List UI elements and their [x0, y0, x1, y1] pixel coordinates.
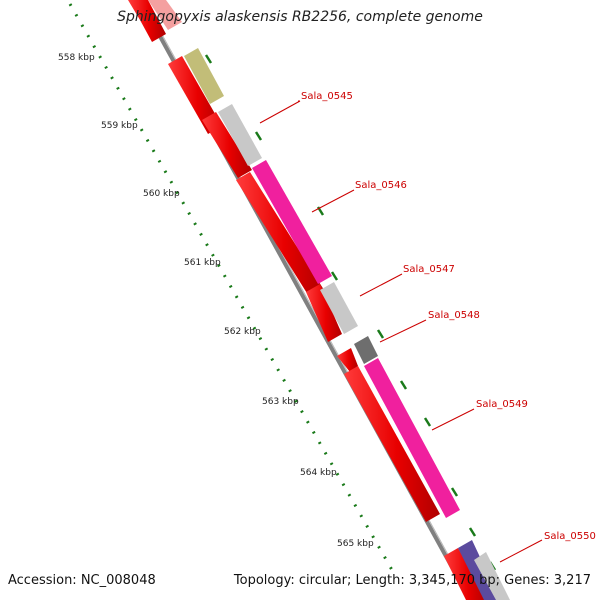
forward-strand-features: [148, 0, 510, 600]
ruler-label-560: 560 kbp: [143, 189, 180, 199]
feature-sala-0546: [252, 160, 332, 284]
feature-sala-0547: [320, 282, 358, 334]
gene-label-sala-0548[interactable]: Sala_0548: [428, 310, 480, 321]
cds-segment-top: [128, 0, 166, 42]
ruler-label-565: 565 kbp: [337, 539, 374, 549]
accession-text: Accession: NC_008048: [8, 573, 156, 588]
gene-label-sala-0546[interactable]: Sala_0546: [355, 180, 407, 191]
genome-summary-text: Topology: circular; Length: 3,345,170 bp…: [233, 573, 591, 588]
gene-label-sala-0545[interactable]: Sala_0545: [301, 91, 353, 102]
reverse-strand-cds: [128, 0, 488, 600]
feature-grey-bottom: [474, 552, 510, 600]
ruler-label-558: 558 kbp: [58, 53, 95, 63]
ruler-label-559: 559 kbp: [101, 121, 138, 131]
gene-label-sala-0550[interactable]: Sala_0550: [544, 531, 596, 542]
ruler-label-562: 562 kbp: [224, 327, 261, 337]
feature-sala-0548: [354, 336, 378, 364]
ruler-label-561: 561 kbp: [184, 258, 221, 268]
cds-segment-2: [202, 112, 252, 178]
ruler-label-563: 563 kbp: [262, 397, 299, 407]
feature-sala-0545: [218, 104, 262, 166]
cds-segment-5: [337, 348, 358, 372]
feature-olive: [184, 48, 224, 104]
ruler-dots: [68, 3, 394, 571]
cds-segment-4: [306, 284, 342, 342]
cds-segment-bottom: [444, 548, 488, 600]
feature-olive: [148, 0, 182, 30]
gene-label-leaders: [259, 100, 543, 563]
map-title: Sphingopyxis alaskensis RB2256, complete…: [117, 9, 483, 25]
cds-segment-1: [168, 56, 222, 134]
ruler-labels: 558 kbp 559 kbp 560 kbp 561 kbp 562 kbp …: [58, 53, 374, 549]
ruler-label-564: 564 kbp: [300, 468, 337, 478]
gene-label-sala-0549[interactable]: Sala_0549: [476, 399, 528, 410]
feature-sala-0549: [364, 358, 460, 518]
cds-segment-3: [236, 172, 324, 298]
gene-label-sala-0547[interactable]: Sala_0547: [403, 264, 455, 275]
gene-labels: Sala_0545 Sala_0546 Sala_0547 Sala_0548 …: [301, 91, 596, 542]
cds-segment-6: [344, 366, 440, 522]
